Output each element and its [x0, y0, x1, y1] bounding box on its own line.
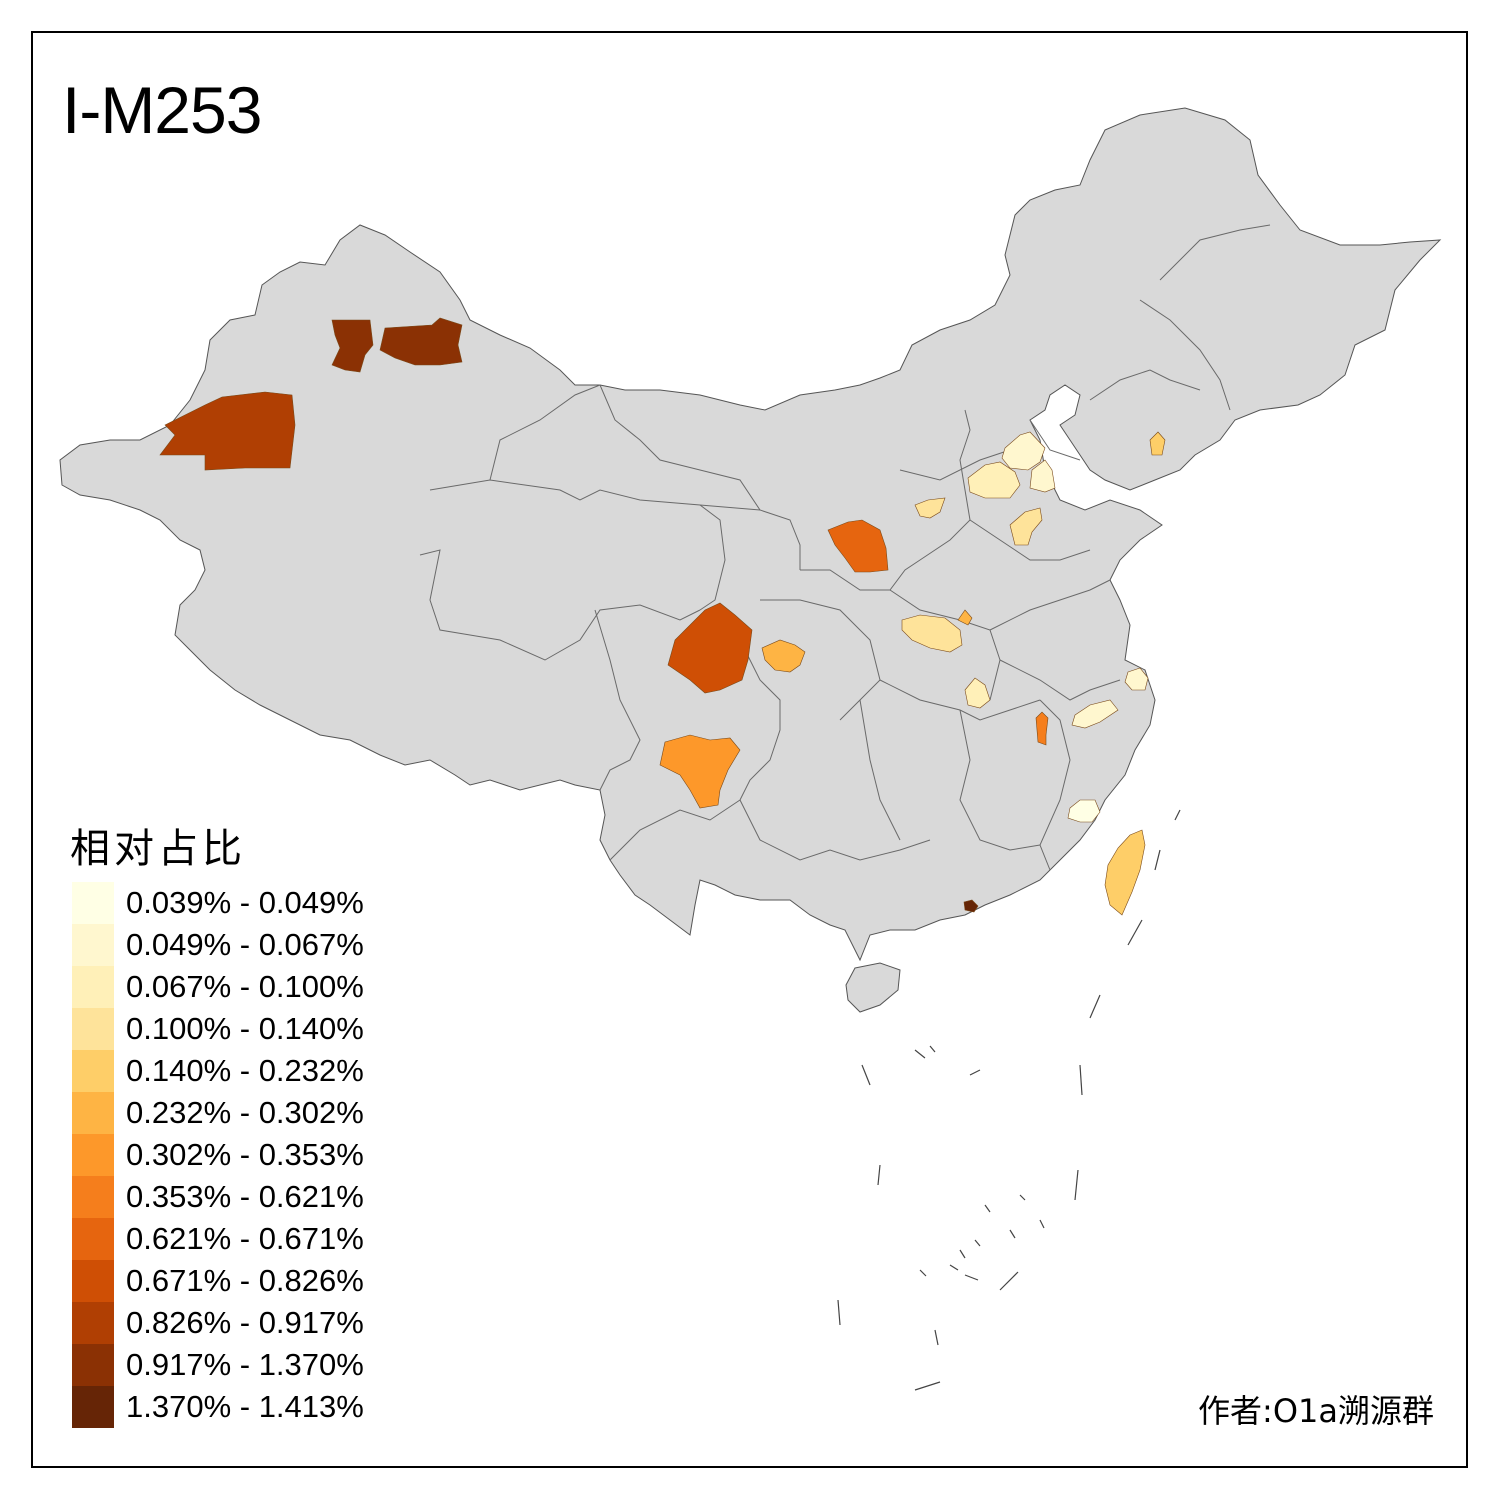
legend-label: 0.917% - 1.370%	[126, 1347, 364, 1382]
region-jiangsu-south	[1124, 667, 1149, 691]
legend-swatch	[72, 924, 114, 966]
legend-swatch	[72, 1092, 114, 1134]
legend-entry: 0.100% - 0.140%	[72, 1008, 364, 1050]
legend-label: 0.039% - 0.049%	[126, 885, 364, 920]
region-guangdong-pearl	[963, 899, 979, 913]
region-anhui-south	[1071, 699, 1119, 729]
region-henan-east-dot	[957, 609, 973, 626]
region-hubei-east	[964, 677, 991, 709]
region-ningxia-gansu	[827, 519, 889, 573]
legend-label: 0.353% - 0.621%	[126, 1179, 364, 1214]
legend-entry: 0.039% - 0.049%	[72, 882, 364, 924]
legend-label: 0.671% - 0.826%	[126, 1263, 364, 1298]
legend-entry: 0.917% - 1.370%	[72, 1344, 364, 1386]
region-shanxi-north	[914, 497, 946, 519]
legend-swatch	[72, 1386, 114, 1428]
legend-swatch	[72, 882, 114, 924]
legend-swatch	[72, 1050, 114, 1092]
region-shandong-west	[1009, 507, 1043, 546]
legend-swatch	[72, 1008, 114, 1050]
legend-swatch	[72, 1176, 114, 1218]
region-xinjiang-north-b	[379, 317, 463, 366]
legend-entry: 0.232% - 0.302%	[72, 1092, 364, 1134]
legend-label: 0.621% - 0.671%	[126, 1221, 364, 1256]
legend: 0.039% - 0.049% 0.049% - 0.067% 0.067% - 0…	[72, 882, 364, 1428]
region-fujian-north	[1067, 799, 1101, 823]
legend-title: 相对占比	[70, 826, 246, 872]
region-henan-center	[901, 614, 963, 653]
legend-entry: 0.067% - 0.100%	[72, 966, 364, 1008]
legend-swatch	[72, 1134, 114, 1176]
region-tianjin-area	[1029, 459, 1056, 493]
legend-entry: 0.621% - 0.671%	[72, 1218, 364, 1260]
legend-entry: 0.049% - 0.067%	[72, 924, 364, 966]
legend-swatch	[72, 1260, 114, 1302]
legend-swatch	[72, 1302, 114, 1344]
legend-label: 0.067% - 0.100%	[126, 969, 364, 1004]
region-hebei-north	[1001, 431, 1046, 471]
map-title: I-M253	[62, 73, 262, 147]
region-liaoning-south	[1149, 431, 1166, 456]
legend-entry: 0.671% - 0.826%	[72, 1260, 364, 1302]
legend-swatch	[72, 1344, 114, 1386]
hainan-island	[845, 962, 901, 1013]
legend-label: 0.302% - 0.353%	[126, 1137, 364, 1172]
legend-entry: 0.302% - 0.353%	[72, 1134, 364, 1176]
legend-label: 0.232% - 0.302%	[126, 1095, 364, 1130]
legend-label: 0.826% - 0.917%	[126, 1305, 364, 1340]
region-hebei-west	[967, 461, 1021, 499]
legend-entry: 0.353% - 0.621%	[72, 1176, 364, 1218]
legend-swatch	[72, 966, 114, 1008]
region-xinjiang-west	[159, 391, 296, 471]
region-yunnan-north	[659, 734, 741, 809]
legend-label: 0.140% - 0.232%	[126, 1053, 364, 1088]
region-sichuan-north	[667, 602, 753, 694]
legend-entry: 0.826% - 0.917%	[72, 1302, 364, 1344]
region-xinjiang-north-a	[331, 319, 374, 373]
data-regions	[159, 317, 1166, 916]
legend-label: 0.049% - 0.067%	[126, 927, 364, 962]
legend-label: 0.100% - 0.140%	[126, 1011, 364, 1046]
author-credit: 作者:O1a溯源群	[1198, 1392, 1434, 1430]
province-borders	[419, 224, 1271, 871]
legend-swatch	[72, 1218, 114, 1260]
country-base	[59, 107, 1442, 962]
region-jiangxi-north	[1035, 711, 1049, 746]
region-taiwan	[1104, 829, 1146, 916]
legend-entry: 1.370% - 1.413%	[72, 1386, 364, 1428]
legend-entry: 0.140% - 0.232%	[72, 1050, 364, 1092]
legend-label: 1.370% - 1.413%	[126, 1389, 364, 1424]
south-sea-islands	[837, 809, 1181, 1391]
region-chongqing-area	[761, 639, 806, 673]
